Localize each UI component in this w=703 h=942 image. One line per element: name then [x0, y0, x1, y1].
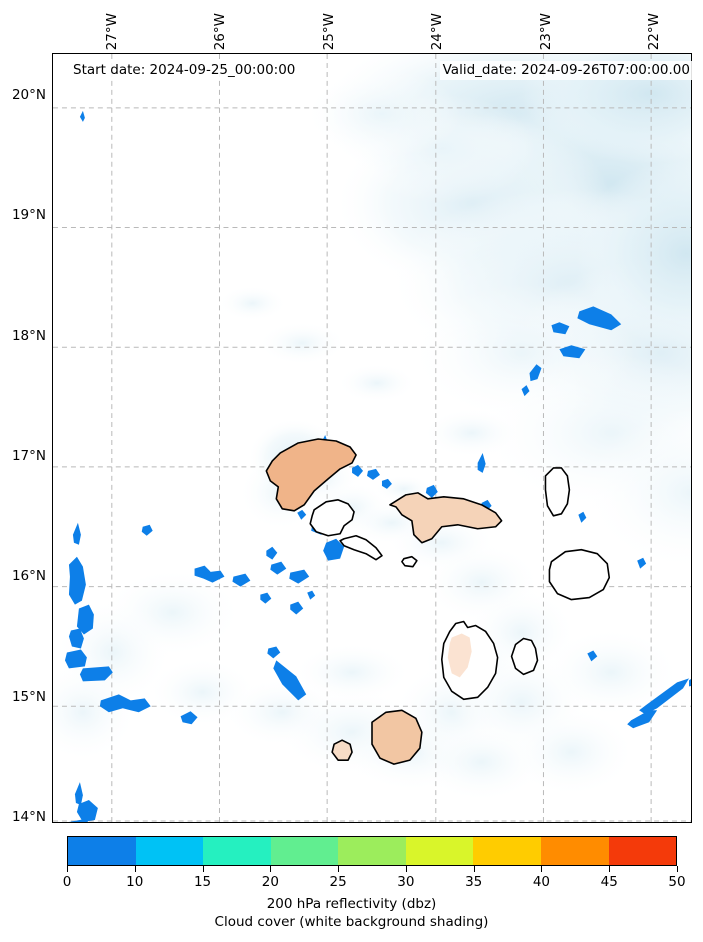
latitude-tick-label: 17°N — [11, 448, 46, 465]
colorbar-tick — [134, 866, 136, 872]
colorbar-segment — [203, 837, 271, 865]
colorbar-tick — [202, 866, 204, 872]
latitude-tick-label: 19°N — [11, 207, 46, 224]
colorbar-segment — [608, 837, 677, 865]
latitude-tick-label: 15°N — [11, 688, 46, 705]
colorbar-tick — [270, 866, 272, 872]
colorbar-tick — [677, 866, 678, 872]
island-coastlines — [265, 438, 611, 765]
longitude-tick-label: 26°W — [212, 12, 229, 50]
colorbar-tick — [338, 866, 340, 872]
latitude-tick-label: 14°N — [11, 808, 46, 825]
colorbar-tick-label: 20 — [261, 874, 279, 890]
colorbar[interactable] — [67, 836, 677, 866]
longitude-tick-band: 27°W 26°W 25°W 24°W 23°W 22°W — [0, 4, 703, 50]
colorbar-segment — [270, 837, 339, 865]
reflectivity-layer — [64, 110, 691, 822]
map-render-surface — [53, 54, 691, 822]
colorbar-tick — [609, 866, 611, 872]
colorbar-tick-label: 35 — [465, 874, 483, 890]
colorbar-tick-label: 45 — [600, 874, 618, 890]
colorbar-tick-label: 50 — [668, 874, 686, 890]
longitude-tick-label: 24°W — [429, 12, 446, 50]
valid-date-annotation: Valid_date: 2024-09-26T07:00:00.00 — [439, 61, 693, 80]
colorbar-segment — [473, 837, 541, 865]
longitude-tick-label: 27°W — [103, 12, 120, 50]
colorbar-segment — [68, 837, 136, 865]
longitude-tick-label: 25°W — [320, 12, 337, 50]
colorbar-tick — [405, 866, 407, 872]
colorbar-tick — [541, 866, 543, 872]
colorbar-segment — [338, 837, 406, 865]
colorbar-tick-label: 40 — [532, 874, 551, 890]
colorbar-tick-label: 30 — [397, 874, 415, 890]
colorbar-tick-label: 10 — [126, 874, 144, 890]
map-plot-area — [52, 53, 692, 823]
cloud-cover-note: Cloud cover (white background shading) — [214, 914, 489, 930]
colorbar-tick-label: 15 — [193, 874, 212, 890]
colorbar-segment — [540, 837, 609, 865]
longitude-tick-label: 22°W — [646, 12, 663, 50]
cloud-cover-layer — [53, 54, 691, 803]
colorbar-tick-label: 0 — [62, 874, 72, 890]
latitude-tick-label: 20°N — [11, 87, 46, 104]
longitude-tick-label: 23°W — [537, 12, 554, 50]
colorbar-label: 200 hPa reflectivity (dbz) — [266, 896, 437, 912]
colorbar-tick — [67, 866, 68, 872]
start-date-annotation: Start date: 2024-09-25_00:00:00 — [70, 61, 299, 80]
colorbar-segment — [405, 837, 474, 865]
colorbar-container: 0 10 15 20 25 30 35 40 45 50 — [63, 836, 686, 890]
latitude-tick-label: 18°N — [11, 327, 46, 344]
colorbar-tick — [473, 866, 475, 872]
colorbar-segment — [135, 837, 204, 865]
colorbar-tick-label: 25 — [329, 874, 347, 890]
latitude-tick-label: 16°N — [11, 568, 46, 585]
